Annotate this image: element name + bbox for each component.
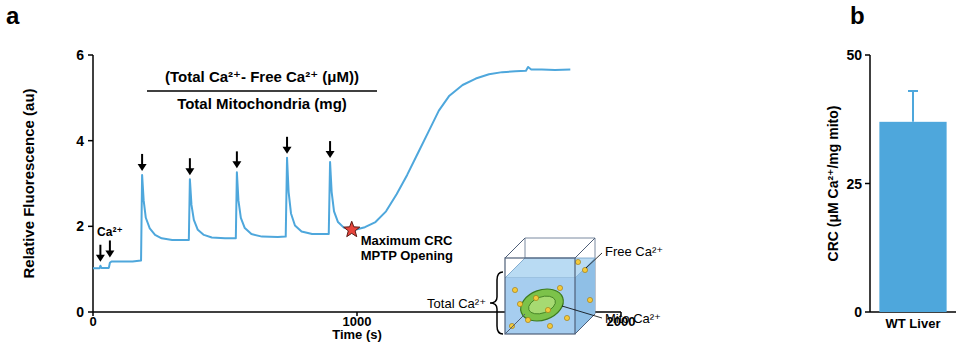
- mptp-star: [344, 221, 360, 236]
- arrow-shaft: [236, 151, 238, 162]
- x-axis-label: Time (s): [332, 327, 382, 342]
- calcium-dot: [525, 317, 530, 322]
- y-axis-label: Relative Fluorescence (au): [20, 88, 37, 278]
- plot-area: [879, 91, 946, 312]
- cube-edge: [575, 314, 595, 334]
- bar: [879, 122, 946, 312]
- arrow-head: [326, 151, 335, 158]
- mitochondrion-inner: [526, 293, 558, 318]
- y-tick-label: 0: [854, 304, 862, 320]
- fluid-front: [505, 278, 575, 334]
- addition-arrow: [96, 245, 105, 262]
- y-tick-label: 50: [846, 47, 862, 63]
- y-tick-label: 4: [76, 133, 84, 149]
- y-axis-label: CRC (μM Ca²⁺/mg mito): [825, 106, 841, 262]
- y-tick: [865, 183, 870, 185]
- arrow-shaft: [189, 158, 191, 169]
- x-tick-label: 0: [89, 314, 96, 329]
- star-label: Maximum CRC: [361, 233, 453, 248]
- fluid-side: [575, 258, 595, 334]
- arrow-head: [105, 250, 114, 257]
- y-tick: [865, 54, 870, 56]
- cube-edge: [505, 314, 525, 334]
- arrow-head: [232, 161, 241, 168]
- y-tick: [88, 54, 93, 56]
- x-tick-label: WT Liver: [886, 316, 941, 331]
- calcium-dot: [587, 297, 592, 302]
- inset-diagram: [490, 238, 602, 334]
- leader-line: [586, 253, 602, 268]
- formula-bar: [147, 90, 377, 92]
- calcium-dot: [545, 307, 550, 312]
- panel-label: b: [850, 2, 865, 29]
- arrow-head: [185, 168, 194, 175]
- arrow-shaft: [99, 245, 101, 256]
- inset-label-total: Total Ca²⁺: [427, 296, 486, 311]
- y-tick-label: 25: [846, 176, 862, 192]
- formula-numerator: (Total Ca²⁺- Free Ca²⁺ (μM)): [165, 68, 359, 85]
- y-axis: [92, 55, 94, 312]
- calcium-dot: [557, 285, 562, 290]
- plot-area: [93, 67, 570, 268]
- error-bar: [908, 91, 918, 122]
- inset-label-free: Free Ca²⁺: [605, 244, 663, 259]
- addition-label: Ca²⁺: [97, 225, 123, 239]
- arrow-head: [283, 147, 292, 154]
- arrow-shaft: [141, 154, 143, 165]
- panel-label: a: [6, 2, 20, 29]
- trace: [93, 67, 570, 268]
- y-tick-label: 6: [76, 47, 84, 63]
- addition-arrow: [105, 240, 114, 257]
- star-label: MPTP Opening: [361, 248, 453, 263]
- calcium-dot: [582, 267, 587, 272]
- calcium-dot: [547, 323, 552, 328]
- y-tick: [88, 140, 93, 142]
- inset-label-mito: Mito Ca²⁺: [605, 311, 661, 326]
- y-tick-label: 2: [76, 218, 84, 234]
- error-line: [912, 91, 914, 122]
- addition-arrow: [138, 154, 147, 171]
- y-tick-label: 0: [76, 304, 84, 320]
- addition-arrow: [185, 158, 194, 175]
- addition-arrow: [283, 137, 292, 154]
- leader-line: [562, 306, 602, 318]
- total-brace: [490, 272, 503, 334]
- calcium-dot: [564, 315, 569, 320]
- arrow-shaft: [286, 137, 288, 148]
- calcium-dot: [533, 295, 538, 300]
- addition-arrow: [232, 151, 241, 168]
- error-cap: [908, 90, 918, 92]
- calcium-dot: [517, 301, 522, 306]
- mitochondrion: [516, 283, 568, 326]
- formula-denominator: Total Mitochondria (mg): [177, 95, 347, 112]
- y-tick: [865, 311, 870, 313]
- cube-front: [505, 258, 575, 334]
- arrow-shaft: [109, 240, 111, 251]
- arrow-shaft: [329, 141, 331, 152]
- calcium-dot: [509, 323, 514, 328]
- cube-edge: [505, 238, 525, 258]
- figure: a0246010002000Time (s)Relative Fluoresce…: [0, 0, 958, 343]
- cube-edge: [575, 238, 595, 258]
- addition-arrow: [326, 141, 335, 158]
- y-tick: [88, 226, 93, 228]
- arrow-head: [96, 255, 105, 262]
- calcium-dot: [575, 259, 580, 264]
- arrow-head: [138, 164, 147, 171]
- calcium-dot: [512, 287, 517, 292]
